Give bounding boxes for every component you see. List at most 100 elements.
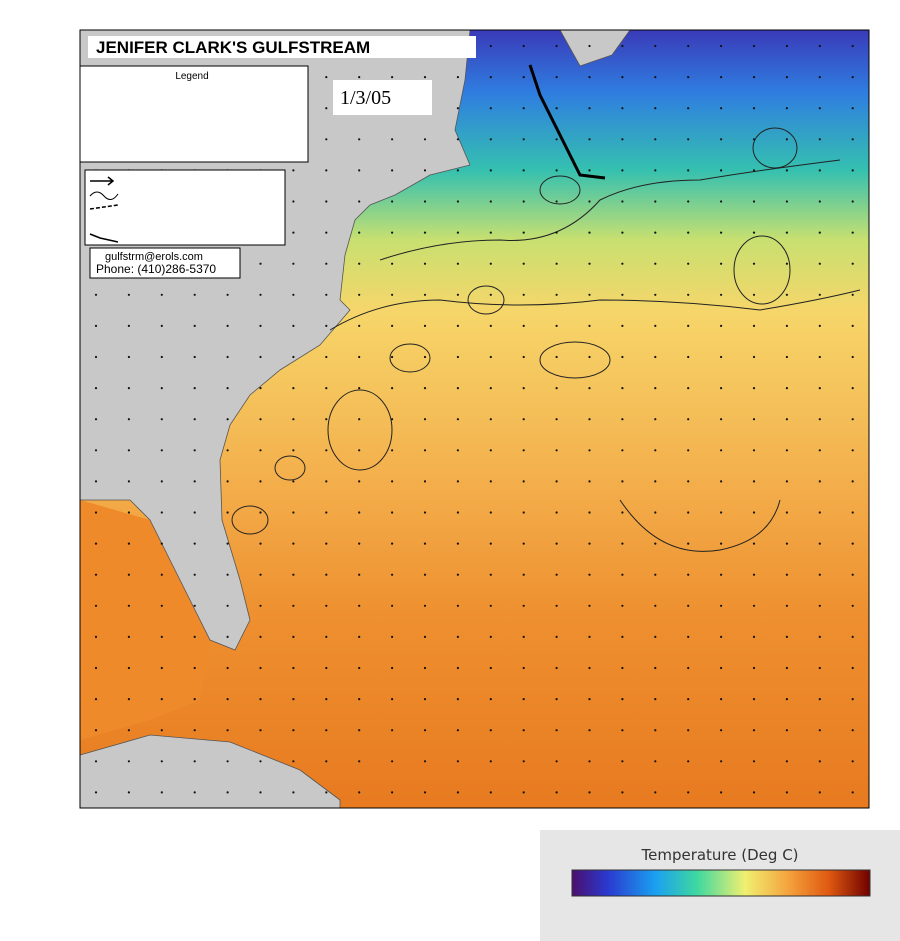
grid-dot — [720, 324, 723, 327]
grid-dot — [522, 791, 525, 794]
grid-dot — [160, 355, 163, 359]
grid-dot — [588, 698, 591, 701]
grid-dot — [720, 449, 723, 452]
grid-dot — [226, 511, 229, 514]
grid-dot — [720, 760, 723, 763]
grid-dot — [785, 542, 789, 545]
grid-dot — [259, 791, 262, 794]
grid-dot — [259, 604, 262, 607]
grid-dot — [621, 324, 624, 327]
grid-dot — [423, 293, 427, 296]
grid-dot — [588, 635, 591, 639]
grid-dot — [687, 666, 690, 670]
grid-dot — [818, 44, 821, 48]
grid-dot — [621, 449, 624, 452]
grid-dot — [325, 200, 328, 203]
grid-dot — [325, 418, 328, 421]
grid-dot — [325, 635, 328, 639]
grid-dot — [654, 107, 657, 110]
grid-dot — [621, 480, 624, 483]
grid-dot — [127, 729, 130, 732]
grid-dot — [325, 760, 328, 763]
grid-dot — [555, 729, 558, 732]
grid-dot — [489, 169, 492, 172]
grid-dot — [555, 231, 558, 234]
grid-dot — [325, 324, 328, 327]
grid-dot — [785, 76, 789, 79]
grid-dot — [423, 729, 427, 732]
grid-dot — [94, 729, 98, 732]
grid-dot — [292, 418, 295, 421]
grid-dot — [654, 635, 657, 639]
grid-dot — [193, 418, 196, 421]
grid-dot — [489, 635, 492, 639]
grid-dot — [226, 355, 229, 359]
grid-dot — [687, 542, 690, 545]
canyon-glyph — [89, 204, 119, 210]
grid-dot — [358, 635, 361, 639]
grid-dot — [752, 387, 756, 390]
grid-dot — [358, 573, 361, 576]
grid-dot — [226, 449, 229, 452]
eddy — [389, 343, 431, 373]
grid-dot — [358, 293, 361, 296]
grid-dot — [654, 324, 657, 327]
grid-dot — [818, 107, 821, 110]
grid-dot — [292, 511, 295, 514]
grid-dot — [292, 666, 295, 670]
grid-dot — [226, 729, 229, 732]
grid-dot — [654, 262, 657, 265]
grid-dot — [654, 729, 657, 732]
grid-dot — [588, 418, 591, 421]
grid-dot — [687, 698, 690, 701]
grid-dot — [818, 355, 821, 359]
grid-dot — [555, 666, 558, 670]
grid-dot — [687, 760, 690, 763]
grid-dot — [456, 666, 459, 670]
grid-dot — [851, 231, 854, 234]
grid-dot — [193, 324, 196, 327]
grid-dot — [391, 511, 394, 514]
grid-dot — [752, 418, 756, 421]
grid-dot — [325, 76, 328, 79]
grid-dot — [555, 324, 558, 327]
grid-dot — [621, 635, 624, 639]
grid-dot — [226, 604, 229, 607]
grid-dot — [489, 76, 492, 79]
grid-dot — [522, 573, 525, 576]
grid-dot — [489, 760, 492, 763]
grid-dot — [391, 449, 394, 452]
grid-dot — [818, 666, 821, 670]
grid-dot — [785, 480, 789, 483]
grid-dot — [752, 791, 756, 794]
grid-dot — [259, 666, 262, 670]
grid-dot — [621, 107, 624, 110]
grid-dot — [818, 542, 821, 545]
grid-dot — [588, 324, 591, 327]
grid-dot — [391, 324, 394, 327]
grid-dot — [555, 293, 558, 296]
grid-dot — [654, 418, 657, 421]
grid-dot — [654, 511, 657, 514]
grid-dot — [818, 449, 821, 452]
grid-dot — [687, 138, 690, 141]
eddy — [539, 341, 611, 379]
grid-dot — [752, 604, 756, 607]
grid-dot — [94, 760, 98, 763]
grid-dot — [325, 698, 328, 701]
grid-dot — [292, 293, 295, 296]
grid-dot — [259, 324, 262, 327]
grid-dot — [555, 107, 558, 110]
grid-dot — [127, 542, 130, 545]
grid-dot — [489, 324, 492, 327]
grid-dot — [588, 791, 591, 794]
grid-dot — [588, 200, 591, 203]
grid-dot — [325, 107, 328, 110]
grid-dot — [687, 355, 690, 359]
grid-dot — [588, 293, 591, 296]
grid-dot — [522, 138, 525, 141]
grid-dot — [489, 387, 492, 390]
grid-dot — [127, 418, 130, 421]
grid-dot — [358, 449, 361, 452]
